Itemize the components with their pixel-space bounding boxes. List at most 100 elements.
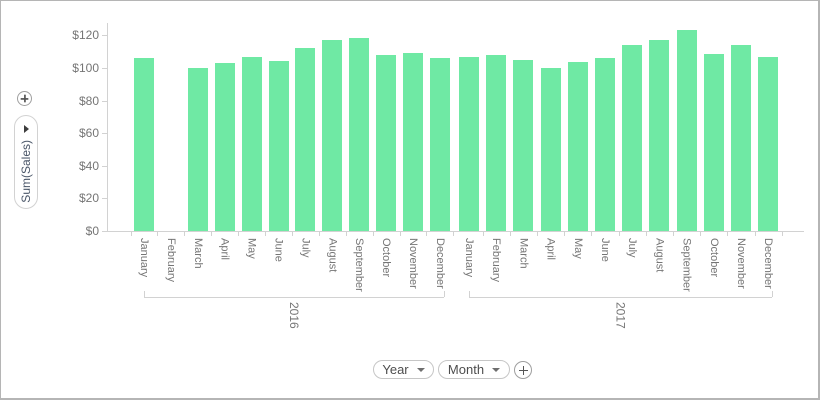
year-bracket-end xyxy=(772,291,774,297)
x-axis-label: December xyxy=(762,238,775,289)
y-axis-label: $40 xyxy=(78,158,99,173)
x-axis-label: March xyxy=(191,238,204,269)
bar-2016-December[interactable] xyxy=(429,58,450,231)
bar-2017-April[interactable] xyxy=(540,68,561,231)
y-axis-label: $100 xyxy=(72,61,99,75)
y-axis-tick xyxy=(102,165,107,167)
value-field-pill[interactable]: Sum(Sales) xyxy=(14,115,38,209)
y-axis-label: $60 xyxy=(78,126,99,141)
y-axis-tick xyxy=(102,68,107,69)
bar-2016-January[interactable] xyxy=(134,58,154,231)
bar-2017-May[interactable] xyxy=(567,62,588,231)
x-axis-tick xyxy=(157,231,159,236)
year-group-label: 2016 xyxy=(286,302,301,329)
plus-icon xyxy=(518,365,528,375)
bar-2016-April[interactable] xyxy=(214,63,235,231)
expand-arrow-icon xyxy=(23,125,29,133)
year-bracket-end xyxy=(443,291,445,297)
x-axis-line xyxy=(107,231,804,232)
x-axis-label: January xyxy=(463,238,475,278)
bar-2016-October[interactable] xyxy=(376,54,397,231)
x-axis-label: November xyxy=(407,238,419,289)
x-axis-tick xyxy=(238,231,240,236)
x-axis-tick xyxy=(618,231,620,236)
x-axis-tick xyxy=(130,231,132,236)
year-group-label: 2017 xyxy=(613,302,628,329)
year-bracket-line xyxy=(144,297,444,298)
x-axis-tick xyxy=(372,231,374,236)
y-axis-label: $120 xyxy=(72,28,99,43)
x-axis-tick xyxy=(537,231,538,236)
x-axis-label: July xyxy=(626,238,639,258)
month-dimension-pill[interactable]: Month xyxy=(438,360,510,379)
x-axis-label: June xyxy=(272,238,285,262)
x-axis-label: May xyxy=(571,238,584,259)
y-axis-tick xyxy=(102,100,107,102)
bar-2017-January[interactable] xyxy=(459,57,479,231)
bar-2016-August[interactable] xyxy=(322,40,343,231)
x-axis-tick xyxy=(265,231,267,236)
y-axis-tick xyxy=(102,231,107,232)
bar-2016-May[interactable] xyxy=(241,57,262,231)
x-axis-label: August xyxy=(326,238,339,273)
bar-2016-September[interactable] xyxy=(349,37,370,231)
bar-2016-June[interactable] xyxy=(268,61,289,231)
x-axis-tick xyxy=(754,231,756,236)
x-axis-label: September xyxy=(353,238,366,292)
x-axis-tick xyxy=(453,231,455,236)
x-axis-label: October xyxy=(380,238,393,278)
x-axis-label: March xyxy=(517,238,530,269)
x-axis-label: October xyxy=(707,238,720,278)
x-axis-tick xyxy=(591,231,593,236)
bar-2017-November[interactable] xyxy=(731,45,751,231)
x-axis-label: April xyxy=(218,238,231,261)
x-axis-tick xyxy=(564,231,566,236)
bar-2017-March[interactable] xyxy=(513,59,534,231)
x-axis-tick xyxy=(482,231,484,236)
year-pill-label: Year xyxy=(382,362,409,377)
chevron-down-icon xyxy=(416,367,425,372)
bar-2016-March[interactable] xyxy=(187,68,208,231)
bar-2017-December[interactable] xyxy=(758,57,779,231)
year-dimension-pill[interactable]: Year xyxy=(373,360,434,379)
x-axis-label: June xyxy=(599,238,611,262)
bar-2017-July[interactable] xyxy=(622,45,643,231)
x-axis-label: August xyxy=(653,238,666,273)
bar-2016-July[interactable] xyxy=(295,47,316,231)
x-axis-label: November xyxy=(735,238,747,289)
bar-2017-September[interactable] xyxy=(676,29,697,231)
add-dimension-button[interactable] xyxy=(514,361,532,379)
x-axis-tick xyxy=(184,231,186,236)
x-axis-tick xyxy=(291,231,293,236)
year-bracket-end xyxy=(469,291,470,297)
x-axis-tick xyxy=(426,231,428,236)
plus-icon xyxy=(20,94,29,103)
x-axis-label: January xyxy=(138,238,150,278)
x-axis-tick xyxy=(727,231,729,236)
y-axis-label: $20 xyxy=(78,191,99,206)
bar-2017-June[interactable] xyxy=(595,58,615,231)
x-axis-tick xyxy=(645,231,647,236)
x-axis-tick xyxy=(700,231,702,236)
bar-2017-August[interactable] xyxy=(649,40,670,231)
bar-2016-November[interactable] xyxy=(403,52,423,231)
y-axis-tick xyxy=(102,35,107,37)
year-bracket-line xyxy=(469,297,773,298)
bar-2017-February[interactable] xyxy=(486,54,507,231)
x-axis-label: February xyxy=(490,238,503,283)
y-axis-label: $0 xyxy=(85,224,99,238)
x-axis-tick xyxy=(345,231,347,236)
y-axis-tick xyxy=(102,133,107,135)
x-axis-label: April xyxy=(544,238,557,261)
x-axis-tick xyxy=(509,231,511,236)
bar-2017-October[interactable] xyxy=(703,54,724,231)
x-axis-label: May xyxy=(245,238,258,259)
y-axis-line xyxy=(107,23,108,231)
x-axis-label: September xyxy=(680,238,693,292)
x-axis-tick xyxy=(781,231,783,236)
x-axis-tick xyxy=(211,231,213,236)
add-value-field-button[interactable] xyxy=(17,91,32,106)
x-axis-tick xyxy=(673,231,674,236)
